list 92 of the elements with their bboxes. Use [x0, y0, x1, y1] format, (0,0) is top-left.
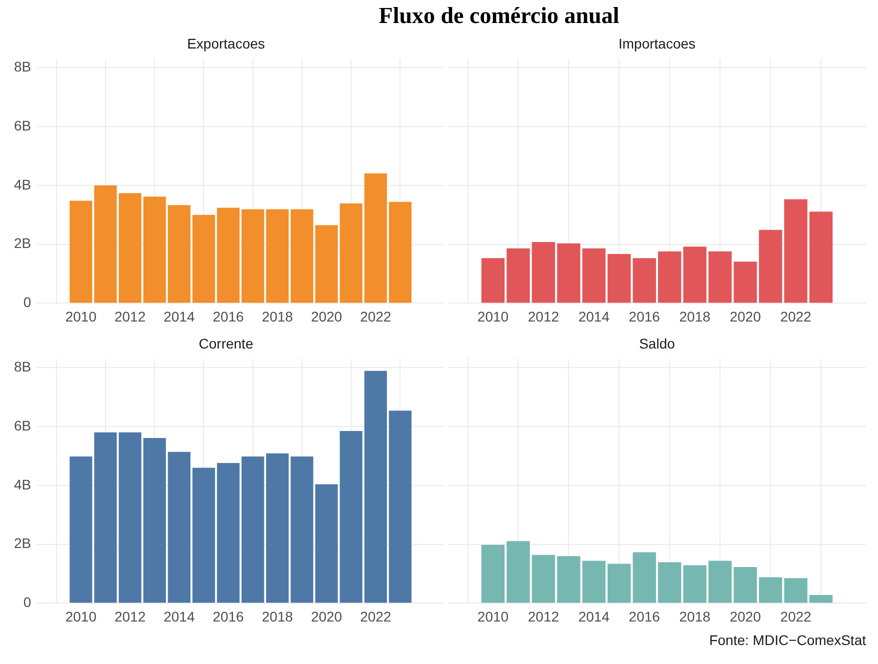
bar [481, 258, 505, 303]
bar [242, 209, 264, 303]
bar [192, 468, 216, 603]
x-tick-label: 2012 [528, 308, 560, 324]
x-tick-label: 2020 [310, 308, 342, 324]
bar [632, 258, 656, 303]
y-tick-label: 2B [14, 235, 32, 252]
bar [532, 554, 556, 603]
x-tick-label: 2016 [628, 608, 660, 624]
bar [340, 430, 362, 603]
x-tick-label: 2014 [578, 608, 610, 624]
y-tick-label: 0 [23, 594, 32, 610]
bar [758, 230, 782, 303]
bar [784, 199, 808, 303]
bar [683, 246, 706, 303]
bar [364, 173, 387, 303]
y-tick-label: 2B [14, 535, 32, 552]
text: Fluxo de comércio anual [378, 2, 620, 30]
y-tick-label: 6B [14, 117, 32, 134]
bar [658, 562, 682, 603]
x-tick-label: 2018 [679, 308, 711, 324]
bar [388, 410, 412, 603]
x-tick-label: 2012 [528, 608, 560, 624]
x-tick-label: 2014 [164, 608, 195, 624]
bar [734, 566, 757, 603]
x-tick-label: 2018 [262, 308, 294, 324]
bar [340, 203, 362, 303]
x-tick-label: 2010 [65, 308, 97, 324]
x-tick-label: 2018 [262, 608, 294, 624]
y-tick-label: 8B [14, 58, 32, 74]
bar [242, 456, 264, 603]
bar [506, 248, 530, 303]
bar [192, 214, 216, 303]
y-tick-label: 4B [14, 176, 32, 192]
bar [557, 243, 580, 303]
bar [266, 209, 289, 303]
bar [683, 565, 706, 603]
bar [708, 251, 732, 303]
x-tick-label: 2016 [212, 608, 244, 624]
x-tick-label: 2020 [730, 608, 762, 624]
bar [632, 552, 656, 603]
bar [758, 577, 782, 603]
bar [708, 560, 732, 603]
bar [266, 453, 289, 603]
x-tick-label: 2012 [114, 308, 146, 324]
bar [809, 212, 833, 303]
bar [734, 262, 757, 303]
bar [784, 578, 808, 603]
bar [143, 438, 166, 603]
bar [658, 251, 682, 303]
chart-title: Corrente [198, 335, 254, 352]
x-tick-label: 2014 [578, 308, 610, 324]
x-tick-label: 2014 [164, 308, 195, 324]
bar [557, 556, 580, 603]
bar [388, 202, 412, 303]
y-tick-label: 6B [14, 417, 32, 434]
bar [582, 248, 606, 303]
x-tick-label: 2016 [212, 308, 244, 324]
bar [168, 452, 190, 603]
x-tick-label: 2016 [628, 308, 660, 324]
x-tick-label: 2010 [477, 608, 509, 624]
bar [582, 560, 606, 603]
bar [70, 456, 92, 603]
bar [216, 463, 240, 603]
x-tick-label: 2022 [360, 308, 392, 324]
x-tick-label: 2010 [65, 608, 97, 624]
bar [364, 370, 387, 603]
bar [143, 196, 166, 303]
x-tick-label: 2022 [780, 308, 812, 324]
x-tick-label: 2020 [310, 608, 342, 624]
bar [608, 254, 631, 303]
x-tick-label: 2010 [477, 308, 509, 324]
chart-title: Importacoes [618, 35, 696, 52]
y-tick-label: 8B [14, 358, 32, 374]
x-tick-label: 2022 [780, 608, 812, 624]
x-tick-label: 2012 [114, 608, 146, 624]
y-tick-label: 4B [14, 476, 32, 492]
bar [608, 564, 631, 603]
chart-title: Saldo [639, 335, 676, 352]
bar [70, 200, 92, 303]
x-tick-label: 2018 [679, 608, 711, 624]
y-tick-label: 0 [23, 294, 32, 310]
bar [506, 541, 530, 603]
bar [532, 242, 556, 303]
bar [481, 544, 505, 603]
source-note: Fonte: MDIC−ComexStat [708, 632, 867, 648]
chart-title: Exportacoes [187, 35, 265, 52]
x-tick-label: 2022 [360, 608, 392, 624]
bar [216, 208, 240, 303]
x-tick-label: 2020 [730, 308, 762, 324]
bar [168, 205, 190, 303]
bar [809, 594, 833, 603]
